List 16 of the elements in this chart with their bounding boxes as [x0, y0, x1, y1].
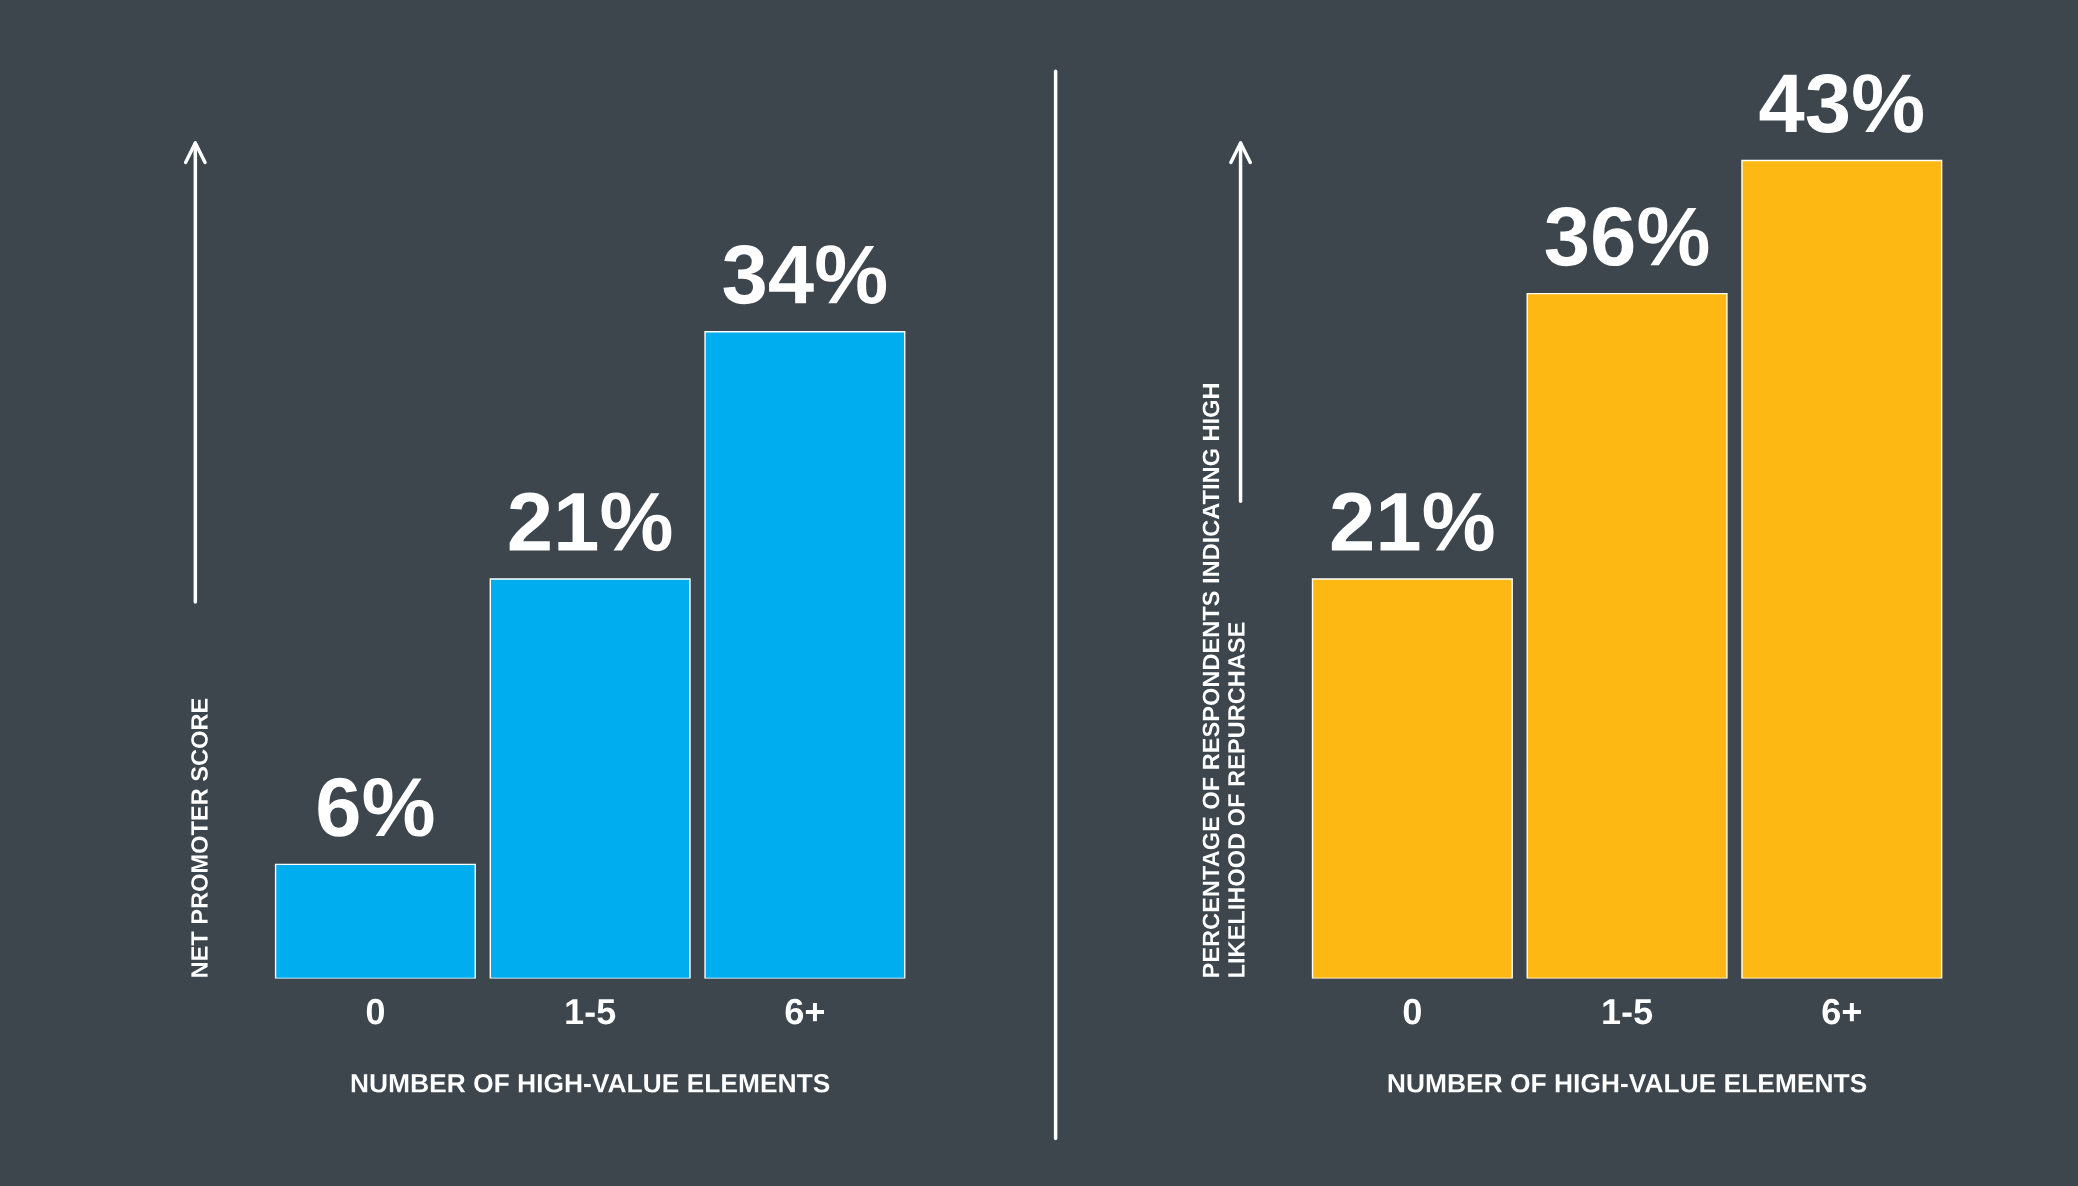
y-axis-title: NET PROMOTER SCORE [191, 698, 208, 977]
data-label: 21% [1331, 492, 1494, 552]
data-label: 36% [1545, 207, 1709, 267]
x-tick-label: 1-5 [1603, 999, 1653, 1025]
x-tick-label: 0 [1403, 998, 1421, 1025]
data-label: 6% [318, 777, 434, 837]
x-axis-title: NUMBER OF HIGH-VALUE ELEMENTS [1388, 1073, 1867, 1093]
x-tick-label: 6+ [785, 998, 824, 1025]
data-label: 43% [1759, 73, 1923, 134]
data-label: 21% [509, 492, 672, 552]
x-tick-label: 6+ [1822, 998, 1861, 1025]
x-axis-title: NUMBER OF HIGH-VALUE ELEMENTS [351, 1073, 830, 1093]
y-axis-title: PERCENTAGE OF RESPONDENTS INDICATING HIGH LIKELIHOOD OF REPURCHASE [1202, 384, 1245, 977]
x-tick-label: 1-5 [566, 999, 616, 1025]
x-tick-label: 0 [366, 998, 384, 1025]
data-label: 34% [723, 245, 887, 305]
